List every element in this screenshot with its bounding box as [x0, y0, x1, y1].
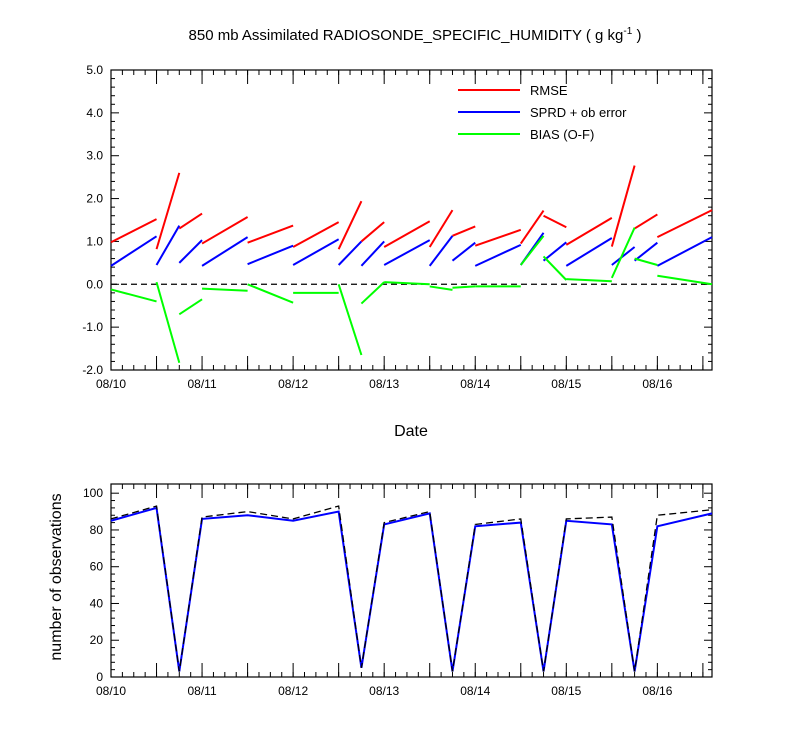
top-series-rmse-segment — [428, 209, 454, 248]
top-series-bias-o-f-segment — [452, 285, 476, 289]
top-series-sprd-ob-error-segment — [611, 246, 636, 266]
top-ytick-label: 2.0 — [86, 192, 103, 206]
top-series-rmse-segment — [292, 221, 340, 248]
top-series-bias-o-f-segment — [337, 283, 363, 356]
top-series-sprd-ob-error-segment — [633, 241, 658, 262]
bottom-xtick-label: 08/16 — [642, 684, 672, 698]
top-series-rmse-segment — [110, 218, 157, 244]
top-series-rmse-segment — [543, 214, 567, 229]
top-series-bias-o-f-segment — [384, 281, 430, 286]
top-series-rmse-segment — [155, 172, 181, 250]
bottom-xtick-label: 08/14 — [460, 684, 490, 698]
top-series-sprd-ob-error-segment — [383, 239, 431, 266]
top-series-sprd-ob-error-segment — [428, 235, 454, 267]
bottom-xtick-label: 08/10 — [96, 684, 126, 698]
top-ytick-label: 5.0 — [86, 63, 103, 77]
top-series-sprd-ob-error-segment — [110, 235, 158, 267]
top-series-bias-o-f-segment — [566, 278, 612, 283]
bottom-xtick-label: 08/11 — [187, 684, 216, 698]
top-ytick-label: 0.0 — [86, 277, 103, 291]
bottom-xtick-label: 08/13 — [369, 684, 399, 698]
top-plot-frame — [110, 69, 713, 371]
top-series-sprd-ob-error-segment — [155, 225, 181, 266]
top-series-sprd-ob-error-segment — [360, 240, 385, 267]
top-series-sprd-ob-error-segment — [337, 240, 363, 266]
top-series-rmse-segment — [634, 213, 658, 230]
top-series-bias-o-f-segment — [429, 285, 453, 291]
top-ytick-label: 1.0 — [86, 234, 103, 248]
top-series-sprd-ob-error-segment — [247, 244, 294, 266]
top-series-bias-o-f-segment — [542, 255, 568, 281]
top-series-rmse-segment — [201, 216, 249, 245]
top-series-bias-o-f-segment — [202, 287, 248, 292]
bottom-series-observations-used-line — [110, 506, 713, 672]
top-series-bias-o-f-segment — [178, 298, 203, 316]
top-series-rmse-segment — [519, 210, 545, 245]
top-x-axis-title: Date — [394, 423, 428, 440]
top-xtick-label: 08/15 — [551, 377, 581, 391]
bottom-series-observations-possible-line — [110, 505, 713, 672]
bottom-y-axis-title: number of observations — [48, 493, 65, 660]
top-legend: RMSE SPRD + ob error BIAS (O-F) — [458, 83, 627, 142]
bottom-ytick-label: 40 — [90, 596, 104, 610]
bottom-ytick-label: 80 — [90, 523, 104, 537]
top-series-bias-o-f-segment — [657, 274, 713, 286]
top-xtick-label: 08/14 — [460, 377, 490, 391]
top-series-rmse-segment — [360, 221, 385, 243]
top-chart-title: 850 mb Assimilated RADIOSONDE_SPECIFIC_H… — [189, 26, 642, 44]
top-series-bias-o-f-segment — [155, 281, 181, 363]
top-series-bias-o-f-segment — [634, 257, 658, 266]
bottom-ytick-label: 0 — [96, 670, 103, 684]
top-series-rmse-segment — [474, 228, 522, 247]
legend-sprd-ob-error-label: SPRD + ob error — [530, 105, 627, 120]
top-plot-area: -2.0 -1.0 0.0 1.0 2.0 3.0 4.0 5.0 08/10 08/11 08/1… — [82, 63, 713, 391]
top-series-rmse-segment — [247, 224, 294, 244]
legend-bias-o-f-label: BIAS (O-F) — [530, 127, 594, 142]
top-xtick-label: 08/13 — [369, 377, 399, 391]
top-ytick-label: 4.0 — [86, 106, 103, 120]
top-xtick-label: 08/10 — [96, 377, 126, 391]
top-ytick-label: -2.0 — [82, 363, 103, 377]
top-xtick-label: 08/16 — [642, 377, 672, 391]
top-series-sprd-ob-error-segment — [178, 239, 203, 264]
top-series-bias-o-f-segment — [110, 288, 157, 303]
top-series-sprd-ob-error-segment — [656, 236, 713, 267]
bottom-ytick-label: 20 — [90, 633, 104, 647]
top-series-rmse-segment — [656, 209, 713, 239]
top-series-rmse-segment — [178, 212, 203, 230]
top-series-rmse-segment — [383, 220, 431, 248]
top-series-rmse-segment — [337, 200, 363, 250]
top-series-sprd-ob-error-segment — [474, 243, 522, 267]
bottom-ytick-label: 100 — [83, 486, 103, 500]
top-series-sprd-ob-error-segment — [201, 236, 249, 267]
legend-rmse-label: RMSE — [530, 83, 568, 98]
top-xtick-label: 08/11 — [187, 377, 216, 391]
bottom-xtick-label: 08/15 — [551, 684, 581, 698]
top-series-rmse-segment — [452, 225, 476, 237]
top-series-sprd-ob-error-segment — [451, 241, 476, 262]
top-xtick-label: 08/12 — [278, 377, 308, 391]
top-series-bias-o-f-segment — [610, 227, 636, 279]
top-series-rmse-segment — [565, 216, 613, 246]
bottom-xtick-label: 08/12 — [278, 684, 308, 698]
bottom-plot-area: 0 20 40 60 80 100 08/10 08/11 08/12 08/13 08/14 08/… — [83, 483, 713, 698]
bottom-ytick-label: 60 — [90, 560, 104, 574]
top-series-rmse-segment — [610, 165, 636, 247]
bottom-plot-frame — [110, 483, 713, 678]
top-series-sprd-ob-error-segment — [565, 237, 613, 267]
top-series-bias-o-f-segment — [360, 281, 385, 305]
top-ytick-label: 3.0 — [86, 149, 103, 163]
top-series-bias-o-f-segment — [519, 235, 545, 266]
top-series-sprd-ob-error-segment — [542, 241, 567, 262]
top-ytick-label: -1.0 — [82, 320, 103, 334]
top-series-sprd-ob-error-segment — [292, 238, 340, 266]
top-series-bias-o-f-segment — [247, 283, 294, 304]
